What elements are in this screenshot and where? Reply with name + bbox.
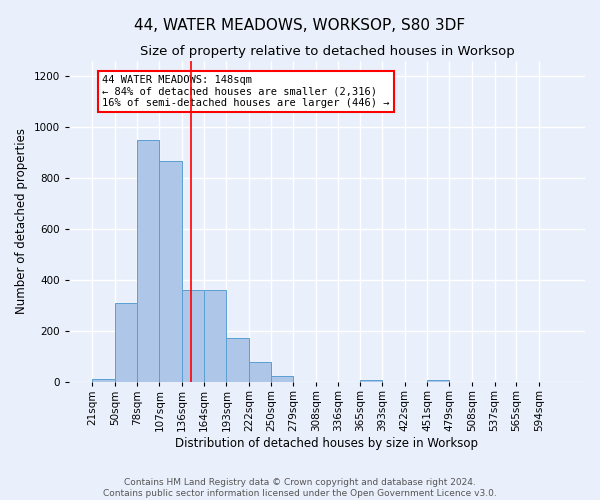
Bar <box>361 380 382 382</box>
Bar <box>160 162 182 382</box>
Bar <box>115 303 137 382</box>
Bar <box>204 290 226 382</box>
Title: Size of property relative to detached houses in Worksop: Size of property relative to detached ho… <box>140 45 514 58</box>
Bar <box>249 362 271 382</box>
Bar <box>427 380 449 382</box>
Bar <box>226 338 249 382</box>
Text: 44 WATER MEADOWS: 148sqm
← 84% of detached houses are smaller (2,316)
16% of sem: 44 WATER MEADOWS: 148sqm ← 84% of detach… <box>103 75 390 108</box>
Y-axis label: Number of detached properties: Number of detached properties <box>15 128 28 314</box>
Bar <box>92 380 115 382</box>
Bar <box>271 376 293 382</box>
Text: 44, WATER MEADOWS, WORKSOP, S80 3DF: 44, WATER MEADOWS, WORKSOP, S80 3DF <box>134 18 466 32</box>
Bar <box>182 290 204 382</box>
X-axis label: Distribution of detached houses by size in Worksop: Distribution of detached houses by size … <box>175 437 478 450</box>
Bar <box>137 140 160 382</box>
Text: Contains HM Land Registry data © Crown copyright and database right 2024.
Contai: Contains HM Land Registry data © Crown c… <box>103 478 497 498</box>
